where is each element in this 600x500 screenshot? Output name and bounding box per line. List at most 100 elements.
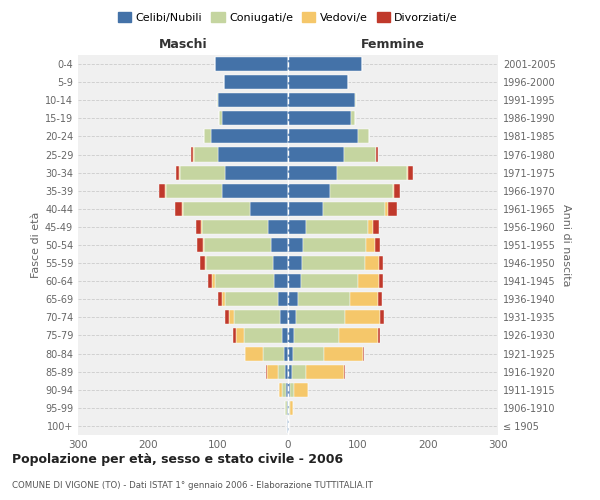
Bar	[373, 220, 379, 234]
Bar	[293, 328, 339, 342]
Bar	[288, 419, 289, 433]
Bar	[293, 346, 325, 360]
Bar	[288, 75, 347, 89]
Bar	[225, 292, 277, 306]
Bar	[296, 310, 346, 324]
Bar	[274, 274, 288, 288]
Bar	[244, 328, 283, 342]
Bar	[233, 328, 235, 342]
Bar	[376, 148, 379, 162]
Bar	[288, 256, 302, 270]
Bar	[379, 274, 383, 288]
Bar	[358, 274, 379, 288]
Bar	[385, 202, 388, 216]
Bar	[200, 220, 202, 234]
Bar	[288, 346, 293, 360]
Bar	[159, 184, 165, 198]
Bar	[368, 130, 369, 143]
Bar	[283, 382, 286, 397]
Bar	[267, 364, 277, 378]
Bar	[176, 166, 179, 179]
Bar	[224, 75, 288, 89]
Bar	[289, 401, 290, 415]
Bar	[277, 364, 284, 378]
Bar	[277, 292, 288, 306]
Bar	[268, 220, 288, 234]
Y-axis label: Anni di nascita: Anni di nascita	[561, 204, 571, 286]
Bar	[325, 346, 363, 360]
Bar	[379, 292, 382, 306]
Bar	[225, 310, 229, 324]
Bar	[279, 382, 283, 397]
Bar	[288, 57, 361, 71]
Bar	[293, 382, 308, 397]
Bar	[375, 238, 380, 252]
Bar	[250, 202, 288, 216]
Y-axis label: Fasce di età: Fasce di età	[31, 212, 41, 278]
Bar	[304, 238, 367, 252]
Bar	[183, 202, 250, 216]
Bar	[200, 256, 205, 270]
Bar	[288, 382, 290, 397]
Bar	[287, 419, 288, 433]
Bar	[302, 256, 365, 270]
Bar	[346, 310, 380, 324]
Bar	[165, 184, 166, 198]
Bar	[271, 238, 288, 252]
Bar	[388, 202, 397, 216]
Bar	[298, 292, 350, 306]
Bar	[288, 328, 293, 342]
Bar	[175, 202, 182, 216]
Bar	[288, 220, 306, 234]
Bar	[235, 328, 244, 342]
Bar	[351, 112, 355, 126]
Bar	[203, 238, 204, 252]
Bar	[280, 310, 288, 324]
Bar	[287, 401, 288, 415]
Bar	[288, 130, 358, 143]
Bar	[266, 364, 267, 378]
Bar	[272, 256, 288, 270]
Bar	[288, 364, 292, 378]
Legend: Celibi/Nubili, Coniugati/e, Vedovi/e, Divorziati/e: Celibi/Nubili, Coniugati/e, Vedovi/e, Di…	[113, 8, 463, 28]
Bar	[191, 148, 193, 162]
Bar	[350, 292, 379, 306]
Bar	[292, 364, 305, 378]
Bar	[284, 364, 288, 378]
Bar	[283, 328, 288, 342]
Bar	[218, 148, 288, 162]
Bar	[290, 382, 293, 397]
Bar	[339, 328, 377, 342]
Bar	[218, 292, 221, 306]
Bar	[234, 310, 280, 324]
Bar	[394, 184, 400, 198]
Bar	[193, 148, 218, 162]
Bar	[221, 292, 225, 306]
Bar	[407, 166, 408, 179]
Bar	[288, 148, 344, 162]
Bar	[196, 220, 200, 234]
Bar	[205, 256, 206, 270]
Bar	[288, 274, 301, 288]
Bar	[379, 256, 383, 270]
Bar	[355, 93, 356, 108]
Bar	[344, 148, 376, 162]
Text: Popolazione per età, sesso e stato civile - 2006: Popolazione per età, sesso e stato civil…	[12, 452, 343, 466]
Bar	[204, 130, 211, 143]
Bar	[377, 328, 380, 342]
Bar	[221, 112, 288, 126]
Bar	[197, 238, 203, 252]
Bar	[288, 238, 304, 252]
Bar	[363, 346, 364, 360]
Bar	[204, 238, 271, 252]
Bar	[284, 346, 288, 360]
Bar	[206, 256, 272, 270]
Bar	[229, 310, 234, 324]
Bar	[288, 202, 323, 216]
Bar	[393, 184, 394, 198]
Bar	[225, 166, 288, 179]
Bar	[367, 238, 375, 252]
Bar	[288, 166, 337, 179]
Bar	[286, 382, 288, 397]
Bar	[202, 220, 268, 234]
